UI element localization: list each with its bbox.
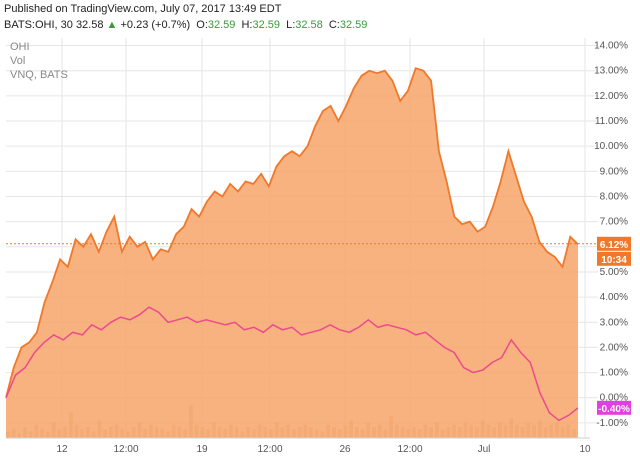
countdown-badge	[597, 251, 631, 266]
y-tick-label: 8.00%	[600, 191, 628, 202]
x-tick-label: 12:00	[257, 444, 282, 455]
last-price: 32.58	[75, 19, 104, 31]
y-tick-label: 12.00%	[594, 91, 628, 102]
symbol-label: BATS:OHI, 30	[4, 19, 73, 31]
low-label: L:	[286, 19, 296, 31]
vnq-pct-badge	[597, 400, 631, 415]
close-value: 32.59	[339, 19, 368, 31]
close-label: C:	[328, 19, 340, 31]
y-tick-label: -1.00%	[596, 418, 628, 429]
x-tick-label: 12	[56, 444, 68, 455]
high-value: 32.59	[252, 19, 281, 31]
legend-item-vnq[interactable]: VNQ, BATS	[10, 69, 68, 81]
x-axis: 12 12:00 19 12:00 26 12:00 Jul 10	[6, 437, 591, 455]
published-note: Published on TradingView.com, July 07, 2…	[4, 3, 282, 15]
quote-line: BATS:OHI, 30 32.58 ▲ +0.23 (+0.7%) O:32.…	[4, 17, 636, 33]
legend-item-ohi[interactable]: OHI	[10, 41, 30, 53]
x-tick-label: 12:00	[113, 444, 138, 455]
ohi-area-series	[5, 67, 579, 438]
ohi-area-fill	[6, 68, 578, 438]
open-label: O:	[196, 19, 208, 31]
ohi-line	[5, 67, 579, 398]
ohi-pct-badge	[597, 236, 631, 251]
y-tick-label: 4.00%	[600, 292, 628, 303]
x-tick-label: 26	[339, 444, 351, 455]
price-change: +0.23 (+0.7%)	[120, 19, 191, 31]
y-tick-label: 1.00%	[600, 368, 628, 379]
y-tick-label: 7.00%	[600, 217, 628, 228]
y-tick-label: 13.00%	[594, 66, 628, 77]
y-tick-label: 14.00%	[594, 41, 628, 52]
y-tick-label: 3.00%	[600, 317, 628, 328]
y-tick-label: 9.00%	[600, 166, 628, 177]
y-tick-label: 10.00%	[594, 141, 628, 152]
ohi-pct-text: 6.12%	[600, 240, 628, 251]
legend-item-vol[interactable]: Vol	[10, 55, 26, 67]
countdown-text: 10:34	[601, 255, 627, 266]
y-axis: 14.00% 13.00% 12.00% 11.00% 10.00% 9.00% 8.00%…	[594, 41, 628, 429]
y-tick-label: 0.00%	[600, 393, 628, 404]
x-tick-label: 19	[196, 444, 208, 455]
y-tick-label: 2.00%	[600, 342, 628, 353]
vnq-line	[5, 306, 579, 422]
x-tick-label: Jul	[478, 444, 491, 455]
series-legend: OHI Vol VNQ, BATS	[10, 40, 68, 82]
up-arrow-icon: ▲	[106, 19, 118, 31]
y-tick-label: 11.00%	[595, 116, 628, 127]
price-badges: 6.12% 10:34 -0.40%	[597, 236, 631, 415]
chart-header: Published on TradingView.com, July 07, 2…	[4, 1, 636, 33]
vnq-line-series	[5, 306, 579, 422]
x-tick-label: 10	[579, 444, 591, 455]
x-tick-label: 12:00	[397, 444, 422, 455]
vnq-pct-text: -0.40%	[598, 404, 630, 415]
high-label: H:	[241, 19, 253, 31]
open-value: 32.59	[207, 19, 236, 31]
low-value: 32.58	[295, 19, 323, 31]
y-tick-label: 5.00%	[600, 267, 628, 278]
